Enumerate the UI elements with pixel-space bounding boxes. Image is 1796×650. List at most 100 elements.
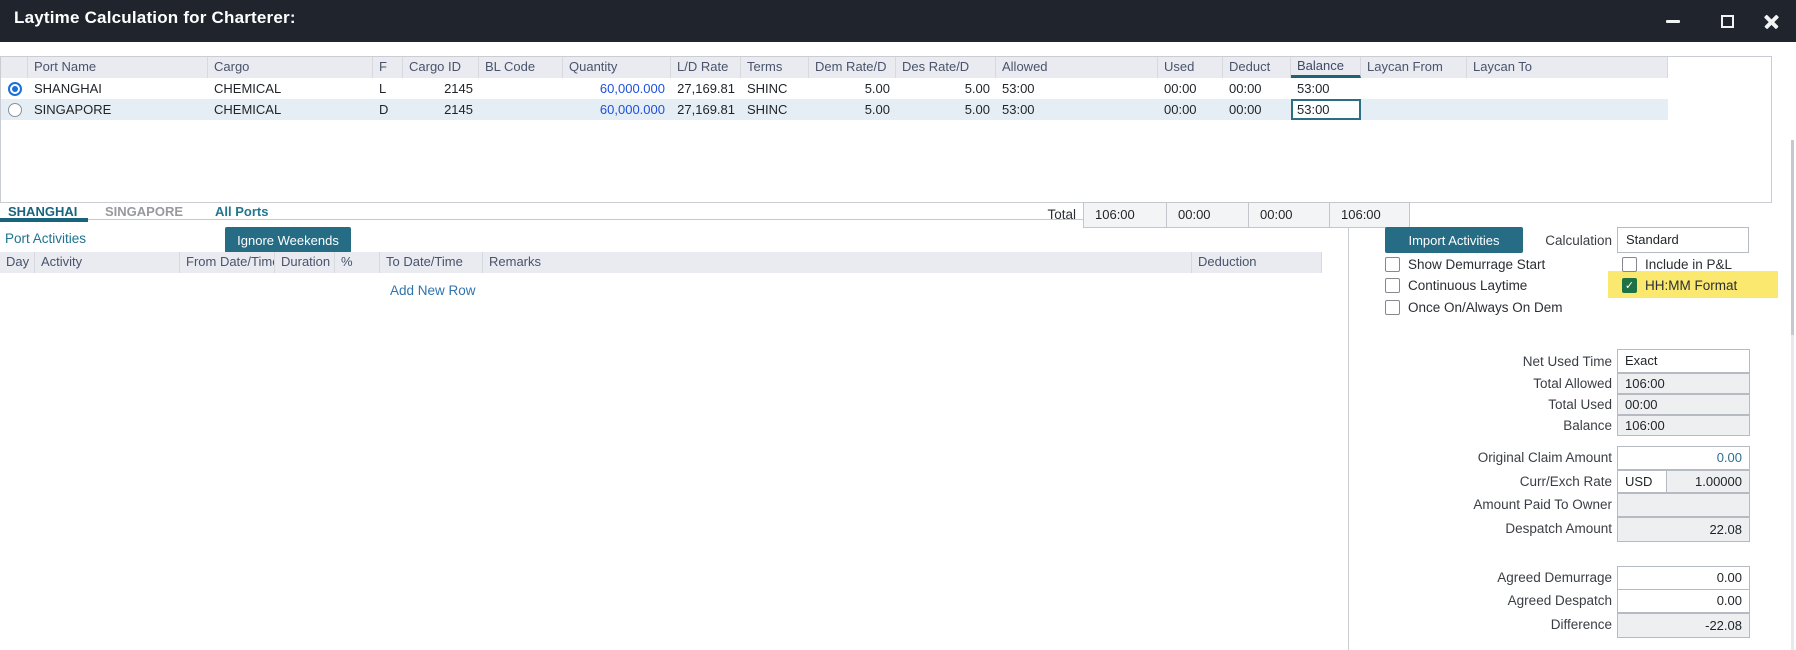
tab-shanghai[interactable]: SHANGHAI — [8, 204, 78, 219]
cell-balance-focused[interactable]: 53:00 — [1291, 99, 1361, 120]
header-port-name[interactable]: Port Name — [28, 57, 208, 78]
total-used-field: 00:00 — [1617, 394, 1750, 415]
header-remarks[interactable]: Remarks — [483, 252, 1192, 273]
cell-bl-code — [479, 99, 563, 120]
header-laycan-from[interactable]: Laycan From — [1361, 57, 1467, 78]
cell-quantity-link[interactable]: 60,000.000 — [599, 81, 665, 96]
cell-bl-code — [479, 78, 563, 99]
header-deduction[interactable]: Deduction — [1192, 252, 1322, 273]
agreed-demurrage-input[interactable]: 0.00 — [1617, 566, 1750, 590]
agreed-despatch-input[interactable]: 0.00 — [1617, 589, 1750, 613]
checkbox-once-on-always-on-dem[interactable]: Once On/Always On Dem — [1385, 298, 1563, 316]
header-des-rate[interactable]: Des Rate/D — [896, 57, 996, 78]
checkbox-checked-icon: ✓ — [1622, 277, 1637, 293]
net-used-time-input[interactable]: Exact — [1617, 349, 1750, 373]
original-claim-amount-label: Original Claim Amount — [1477, 450, 1612, 465]
header-duration[interactable]: Duration — [275, 252, 335, 273]
calculation-input[interactable]: Standard — [1617, 227, 1749, 253]
exchange-rate-field: 1.00000 — [1666, 470, 1750, 493]
table-row-shanghai[interactable]: SHANGHAI CHEMICAL L 2145 60,000.000 27,1… — [1, 78, 1668, 99]
total-used-label: Total Used — [1548, 397, 1612, 412]
cell-laycan-from — [1361, 78, 1467, 99]
header-activity[interactable]: Activity — [35, 252, 180, 273]
checkbox-label: Continuous Laytime — [1408, 277, 1528, 293]
row-radio-cell[interactable] — [1, 99, 28, 120]
cell-ld-rate: 27,169.81 — [677, 102, 735, 117]
checkbox-label: Once On/Always On Dem — [1408, 299, 1563, 315]
amount-paid-to-owner-field — [1617, 493, 1750, 517]
total-balance-box: 106:00 — [1329, 202, 1410, 228]
calculation-label: Calculation — [1545, 233, 1612, 248]
header-to-datetime[interactable]: To Date/Time — [380, 252, 483, 273]
checkbox-unchecked-icon — [1385, 256, 1400, 272]
header-bl-code[interactable]: BL Code — [479, 57, 563, 78]
agreed-demurrage-label: Agreed Demurrage — [1497, 570, 1612, 585]
cell-used: 00:00 — [1164, 102, 1197, 117]
cell-cargo: CHEMICAL — [214, 81, 282, 96]
checkbox-label: Include in P&L — [1645, 256, 1733, 272]
add-new-row-link[interactable]: Add New Row — [390, 283, 476, 298]
total-allowed-label: Total Allowed — [1533, 376, 1612, 391]
checkbox-show-demurrage-start[interactable]: Show Demurrage Start — [1385, 255, 1545, 273]
close-button[interactable] — [1748, 0, 1794, 42]
vertical-scrollbar-thumb[interactable] — [1791, 140, 1794, 335]
window-title: Laytime Calculation for Charterer: — [14, 8, 296, 27]
header-allowed[interactable]: Allowed — [996, 57, 1158, 78]
cell-balance: 53:00 — [1297, 81, 1330, 96]
cell-cargo-id: 2145 — [444, 102, 473, 117]
title-bar: Laytime Calculation for Charterer: — [0, 0, 1796, 42]
checkbox-continuous-laytime[interactable]: Continuous Laytime — [1385, 276, 1527, 294]
import-activities-button[interactable]: Import Activities — [1385, 227, 1523, 253]
header-terms[interactable]: Terms — [741, 57, 809, 78]
cell-ld-rate: 27,169.81 — [677, 81, 735, 96]
header-f[interactable]: F — [373, 57, 403, 78]
balance-label: Balance — [1563, 418, 1612, 433]
port-activities-label: Port Activities — [5, 231, 87, 246]
header-percent[interactable]: % — [335, 252, 380, 273]
minimize-icon — [1666, 19, 1680, 23]
cell-cargo: CHEMICAL — [214, 102, 282, 117]
cell-quantity-link[interactable]: 60,000.000 — [599, 102, 665, 117]
row-radio-cell[interactable] — [1, 78, 28, 99]
header-deduct[interactable]: Deduct — [1223, 57, 1291, 78]
cell-terms: SHINC — [747, 102, 788, 117]
tab-all-ports[interactable]: All Ports — [215, 204, 269, 219]
original-claim-amount-input[interactable]: 0.00 — [1617, 446, 1750, 470]
header-balance[interactable]: Balance — [1291, 57, 1361, 78]
tab-singapore[interactable]: SINGAPORE — [105, 204, 184, 219]
cell-dem-rate: 5.00 — [864, 81, 890, 96]
balance-field: 106:00 — [1617, 415, 1750, 436]
active-tab-underline — [0, 218, 88, 222]
minimize-button[interactable] — [1650, 0, 1696, 42]
ports-table: Port Name Cargo F Cargo ID BL Code Quant… — [0, 56, 1772, 203]
cell-port-name: SINGAPORE — [34, 102, 112, 117]
header-ld-rate[interactable]: L/D Rate — [671, 57, 741, 78]
header-quantity[interactable]: Quantity — [563, 57, 671, 78]
checkbox-hhmm-format[interactable]: ✓ HH:MM Format — [1622, 276, 1737, 294]
header-from-datetime[interactable]: From Date/Time — [180, 252, 275, 273]
net-used-time-label: Net Used Time — [1522, 354, 1612, 369]
header-day[interactable]: Day — [0, 252, 35, 273]
vertical-scrollbar-track[interactable] — [1791, 140, 1794, 650]
checkbox-include-in-pl[interactable]: Include in P&L — [1622, 255, 1732, 273]
currency-input[interactable]: USD — [1617, 470, 1667, 493]
tab-strip-divider — [0, 219, 1083, 220]
cell-port-name: SHANGHAI — [34, 81, 102, 96]
table-row-singapore[interactable]: SINGAPORE CHEMICAL D 2145 60,000.000 27,… — [1, 99, 1668, 120]
cell-allowed: 53:00 — [1002, 102, 1035, 117]
header-radio-col — [1, 57, 28, 78]
cell-dem-rate: 5.00 — [864, 102, 890, 117]
ignore-weekends-button[interactable]: Ignore Weekends — [225, 227, 351, 253]
header-dem-rate[interactable]: Dem Rate/D — [809, 57, 896, 78]
cell-laycan-to — [1467, 99, 1668, 120]
maximize-button[interactable] — [1704, 0, 1750, 42]
header-cargo[interactable]: Cargo — [208, 57, 373, 78]
header-cargo-id[interactable]: Cargo ID — [403, 57, 479, 78]
cell-terms: SHINC — [747, 81, 788, 96]
difference-label: Difference — [1550, 617, 1612, 632]
header-laycan-to[interactable]: Laycan To — [1467, 57, 1668, 78]
radio-selected-icon — [7, 81, 22, 96]
header-used[interactable]: Used — [1158, 57, 1223, 78]
activities-header-row: Day Activity From Date/Time Duration % T… — [0, 252, 1322, 273]
